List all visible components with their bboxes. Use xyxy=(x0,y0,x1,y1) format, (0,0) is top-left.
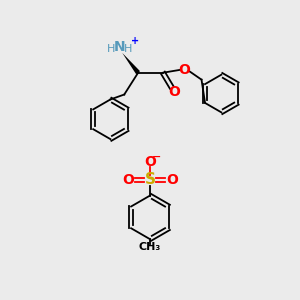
Text: CH₃: CH₃ xyxy=(139,242,161,252)
Text: O: O xyxy=(179,63,190,77)
Text: H: H xyxy=(124,44,132,54)
Polygon shape xyxy=(122,53,140,74)
Text: H: H xyxy=(107,44,116,54)
Text: N: N xyxy=(113,40,125,54)
Text: O: O xyxy=(168,85,180,98)
Text: O: O xyxy=(144,155,156,169)
Text: −: − xyxy=(152,152,162,162)
Text: +: + xyxy=(131,36,139,46)
Text: O: O xyxy=(166,173,178,187)
Text: O: O xyxy=(122,173,134,187)
Text: S: S xyxy=(145,172,155,187)
